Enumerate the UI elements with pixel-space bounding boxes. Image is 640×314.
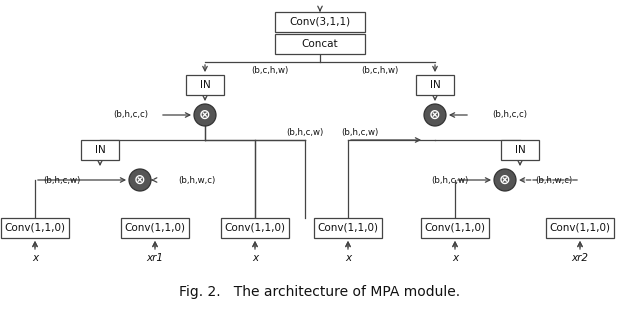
FancyBboxPatch shape bbox=[221, 218, 289, 238]
FancyBboxPatch shape bbox=[1, 218, 69, 238]
Text: Conv(3,1,1): Conv(3,1,1) bbox=[289, 17, 351, 27]
FancyBboxPatch shape bbox=[275, 34, 365, 54]
Text: IN: IN bbox=[200, 80, 211, 90]
Text: xr1: xr1 bbox=[147, 253, 163, 263]
Text: (b,h,c,w): (b,h,c,w) bbox=[43, 176, 80, 185]
Text: x: x bbox=[452, 253, 458, 263]
Text: Conv(1,1,0): Conv(1,1,0) bbox=[424, 223, 486, 233]
Text: x: x bbox=[252, 253, 258, 263]
Text: IN: IN bbox=[429, 80, 440, 90]
FancyBboxPatch shape bbox=[81, 140, 119, 160]
FancyBboxPatch shape bbox=[275, 12, 365, 32]
Text: ⊗: ⊗ bbox=[499, 173, 511, 187]
FancyBboxPatch shape bbox=[501, 140, 539, 160]
FancyBboxPatch shape bbox=[121, 218, 189, 238]
Text: (b,h,c,w): (b,h,c,w) bbox=[341, 127, 379, 137]
Circle shape bbox=[424, 104, 446, 126]
Text: (b,h,w,c): (b,h,w,c) bbox=[178, 176, 215, 185]
Text: ⊗: ⊗ bbox=[199, 108, 211, 122]
Text: Fig. 2.   The architecture of MPA module.: Fig. 2. The architecture of MPA module. bbox=[179, 285, 461, 299]
Circle shape bbox=[494, 169, 516, 191]
Circle shape bbox=[194, 104, 216, 126]
Circle shape bbox=[129, 169, 151, 191]
Text: x: x bbox=[345, 253, 351, 263]
Text: xr2: xr2 bbox=[572, 253, 589, 263]
FancyBboxPatch shape bbox=[186, 75, 224, 95]
Text: (b,h,c,c): (b,h,c,c) bbox=[113, 111, 148, 120]
FancyBboxPatch shape bbox=[421, 218, 489, 238]
Text: Conv(1,1,0): Conv(1,1,0) bbox=[4, 223, 65, 233]
Text: Concat: Concat bbox=[301, 39, 339, 49]
Text: Conv(1,1,0): Conv(1,1,0) bbox=[125, 223, 186, 233]
Text: (b,h,c,w): (b,h,c,w) bbox=[431, 176, 468, 185]
Text: x: x bbox=[32, 253, 38, 263]
Text: IN: IN bbox=[95, 145, 106, 155]
Text: (b,h,w,c): (b,h,w,c) bbox=[535, 176, 572, 185]
FancyBboxPatch shape bbox=[546, 218, 614, 238]
FancyBboxPatch shape bbox=[416, 75, 454, 95]
Text: (b,c,h,w): (b,c,h,w) bbox=[252, 66, 289, 74]
Text: Conv(1,1,0): Conv(1,1,0) bbox=[317, 223, 378, 233]
Text: Conv(1,1,0): Conv(1,1,0) bbox=[225, 223, 285, 233]
Text: Conv(1,1,0): Conv(1,1,0) bbox=[550, 223, 611, 233]
Text: IN: IN bbox=[515, 145, 525, 155]
Text: ⊗: ⊗ bbox=[134, 173, 146, 187]
Text: (b,c,h,w): (b,c,h,w) bbox=[362, 66, 399, 74]
Text: ⊗: ⊗ bbox=[429, 108, 441, 122]
Text: (b,h,c,w): (b,h,c,w) bbox=[286, 127, 324, 137]
Text: (b,h,c,c): (b,h,c,c) bbox=[492, 111, 527, 120]
FancyBboxPatch shape bbox=[314, 218, 382, 238]
